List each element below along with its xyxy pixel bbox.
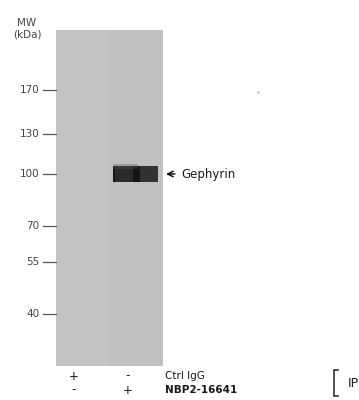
- Text: MW
(kDa): MW (kDa): [13, 18, 41, 40]
- Text: 100: 100: [20, 169, 39, 179]
- Bar: [115, 166, 133, 182]
- Bar: [113, 166, 140, 182]
- Text: +: +: [122, 384, 132, 396]
- Text: 130: 130: [20, 129, 39, 139]
- Text: 70: 70: [26, 221, 39, 231]
- Text: NBP2-16641: NBP2-16641: [165, 385, 237, 395]
- Text: +: +: [69, 370, 79, 382]
- Text: -: -: [125, 370, 130, 382]
- Text: -: -: [71, 384, 76, 396]
- Text: 55: 55: [26, 257, 39, 267]
- Text: IP: IP: [348, 377, 359, 390]
- Text: 40: 40: [26, 309, 39, 319]
- Bar: [56, 30, 163, 366]
- Bar: [56, 30, 109, 366]
- Bar: [113, 166, 158, 182]
- Bar: [113, 164, 138, 170]
- Text: 170: 170: [20, 85, 39, 95]
- Text: Gephyrin: Gephyrin: [181, 168, 236, 180]
- Text: Ctrl IgG: Ctrl IgG: [165, 371, 205, 381]
